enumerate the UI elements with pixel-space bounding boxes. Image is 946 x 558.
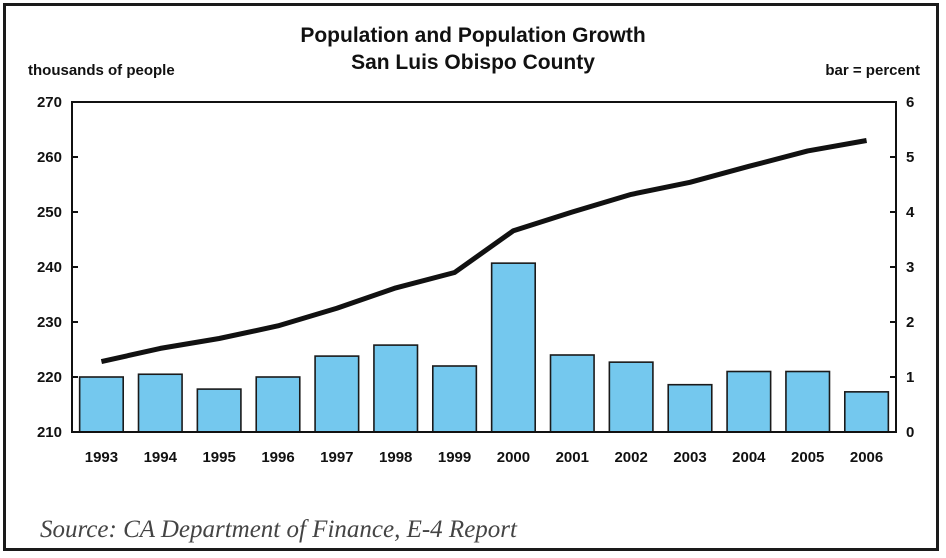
bar-1993 (78, 376, 125, 433)
x-tick-label-2005: 2005 (791, 449, 824, 466)
x-tick-label-2003: 2003 (673, 449, 706, 466)
bar-2001 (549, 354, 595, 433)
right-tick-label-1: 1 (906, 369, 914, 386)
left-tick-label-210: 210 (37, 424, 62, 441)
left-tick-label-230: 230 (37, 314, 62, 331)
chart-subtitle: San Luis Obispo County (351, 51, 595, 74)
bar-2005 (785, 370, 831, 433)
bar-1995 (196, 388, 242, 433)
bar-2002 (608, 361, 654, 433)
x-tick-label-1999: 1999 (438, 449, 471, 466)
left-tick-label-220: 220 (37, 369, 62, 386)
bar-1994 (137, 373, 183, 433)
x-tick-label-1998: 1998 (379, 449, 412, 466)
left-tick-label-270: 270 (37, 94, 62, 111)
bar-2006 (843, 391, 890, 433)
x-tick-label-2002: 2002 (614, 449, 647, 466)
bar-2004 (726, 370, 772, 433)
right-tick-label-5: 5 (906, 149, 914, 166)
chart-title: Population and Population Growth (300, 24, 646, 47)
left-tick-label-250: 250 (37, 204, 62, 221)
x-tick-label-2001: 2001 (556, 449, 589, 466)
left-tick-label-260: 260 (37, 149, 62, 166)
bar-1997 (314, 355, 360, 433)
right-tick-label-2: 2 (906, 314, 914, 331)
chart-frame (3, 3, 939, 551)
x-tick-label-1996: 1996 (261, 449, 294, 466)
x-tick-label-2006: 2006 (850, 449, 883, 466)
x-tick-label-1997: 1997 (320, 449, 353, 466)
plot-border (71, 101, 897, 433)
right-axis-label: bar = percent (825, 62, 920, 79)
right-tick-label-4: 4 (906, 204, 915, 221)
x-tick-label-2000: 2000 (497, 449, 530, 466)
bar-1998 (373, 344, 419, 433)
x-tick-label-2004: 2004 (732, 449, 766, 466)
right-tick-label-6: 6 (906, 94, 914, 111)
x-tick-label-1994: 1994 (144, 449, 178, 466)
left-axis-label: thousands of people (28, 62, 175, 79)
bar-1999 (431, 365, 478, 433)
left-tick-label-240: 240 (37, 259, 62, 276)
population-line (100, 138, 868, 365)
bar-1996 (255, 376, 301, 433)
source-note: Source: CA Department of Finance, E-4 Re… (40, 516, 517, 543)
x-tick-label-1995: 1995 (202, 449, 235, 466)
bar-2003 (667, 383, 713, 433)
x-tick-label-1993: 1993 (85, 449, 118, 466)
right-tick-label-3: 3 (906, 259, 914, 276)
right-tick-label-0: 0 (906, 424, 914, 441)
bar-2000 (490, 262, 537, 433)
